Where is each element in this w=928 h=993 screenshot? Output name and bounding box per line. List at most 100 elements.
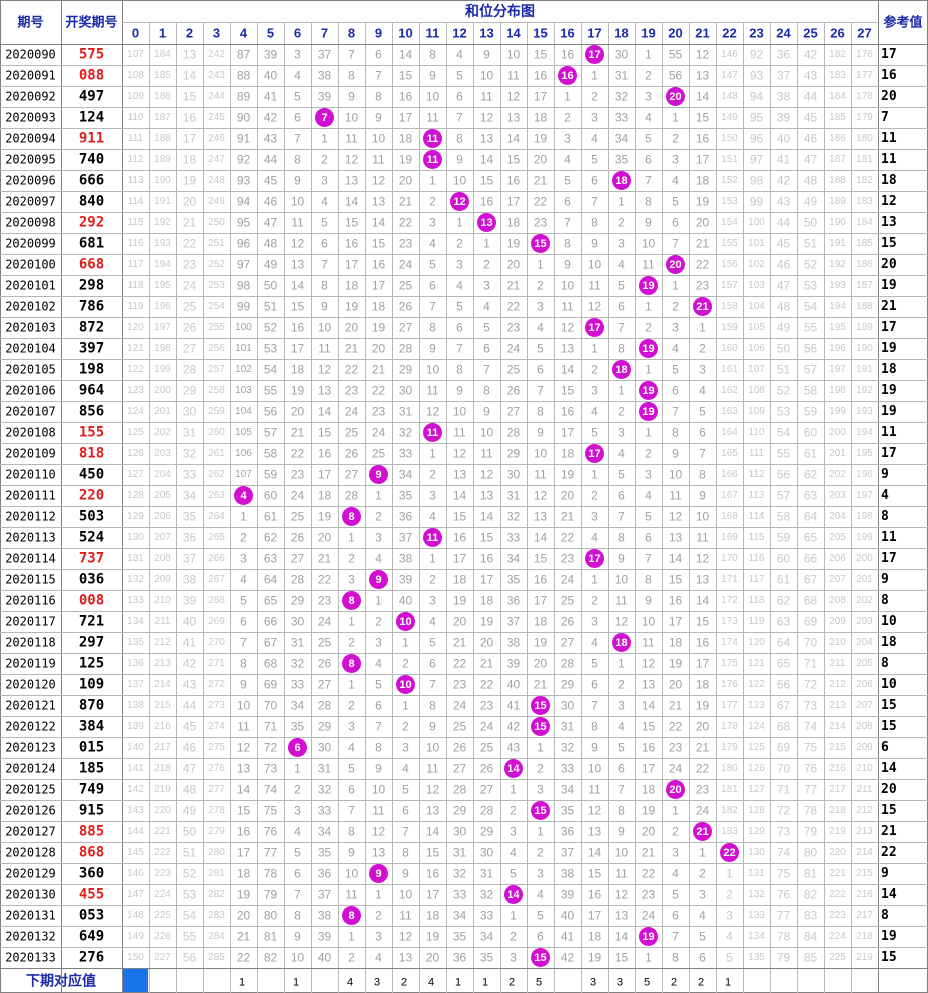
miss-count: 14	[291, 279, 305, 293]
footer-value-20: 2	[671, 977, 677, 989]
miss-count: 17	[291, 342, 305, 356]
miss-count: 20	[183, 195, 197, 209]
miss-count: 135	[127, 637, 144, 648]
miss-count: 98	[750, 174, 764, 188]
miss-count: 206	[856, 679, 873, 690]
miss-count: 55	[804, 321, 818, 335]
header-position-10: 10	[398, 26, 412, 41]
miss-count: 2	[348, 951, 355, 965]
miss-count: 20	[291, 405, 305, 419]
miss-count: 25	[507, 363, 521, 377]
miss-count: 127	[748, 784, 765, 795]
miss-count: 157	[721, 280, 738, 291]
miss-count: 19	[237, 888, 251, 902]
miss-count: 189	[829, 196, 846, 207]
miss-count: 94	[237, 195, 251, 209]
miss-count: 17	[561, 426, 575, 440]
miss-count: 23	[534, 216, 548, 230]
miss-count: 179	[856, 112, 873, 123]
footer-value-11: 4	[428, 977, 434, 989]
miss-count: 25	[399, 279, 413, 293]
miss-count: 33	[480, 909, 494, 923]
miss-count: 256	[208, 343, 225, 354]
hit-marker-value: 11	[427, 154, 439, 166]
miss-count: 8	[375, 741, 382, 755]
miss-count: 12	[453, 447, 467, 461]
miss-count: 34	[453, 909, 467, 923]
miss-count: 104	[235, 406, 252, 417]
miss-count: 11	[669, 489, 682, 503]
issue-number: 2020132	[5, 930, 56, 944]
miss-count: 1	[645, 363, 652, 377]
miss-count: 6	[429, 657, 436, 671]
miss-count: 8	[645, 195, 652, 209]
issue-number: 2020110	[5, 468, 56, 482]
miss-count: 12	[507, 90, 521, 104]
miss-count: 1	[429, 174, 436, 188]
draw-number: 872	[79, 320, 104, 336]
miss-count: 18	[696, 174, 710, 188]
miss-count: 148	[127, 910, 144, 921]
miss-count: 198	[154, 343, 171, 354]
miss-count: 192	[154, 217, 171, 228]
reference-value: 10	[881, 614, 897, 629]
hit-marker-value: 11	[427, 427, 439, 439]
miss-count: 5	[483, 321, 490, 335]
miss-count: 264	[208, 511, 225, 522]
miss-count: 72	[804, 678, 818, 692]
hit-marker	[342, 906, 361, 925]
miss-count: 8	[672, 951, 679, 965]
miss-count: 7	[402, 825, 409, 839]
reference-value: 8	[881, 509, 889, 524]
miss-count: 4	[483, 300, 490, 314]
miss-count: 21	[453, 636, 467, 650]
issue-number: 2020112	[5, 510, 56, 524]
miss-count: 10	[291, 195, 305, 209]
miss-count: 210	[154, 595, 171, 606]
hit-marker-value: 7	[321, 112, 327, 124]
issue-number: 2020117	[5, 615, 56, 629]
hit-marker	[666, 255, 685, 274]
miss-count: 57	[777, 489, 791, 503]
miss-count: 30	[291, 615, 305, 629]
miss-count: 51	[264, 300, 278, 314]
miss-count: 272	[208, 679, 225, 690]
reference-value: 4	[881, 488, 889, 503]
miss-count: 83	[804, 909, 818, 923]
miss-count: 3	[591, 111, 598, 125]
miss-count: 51	[804, 237, 818, 251]
header-position-25: 25	[803, 26, 817, 41]
header-position-8: 8	[348, 26, 355, 41]
miss-count: 174	[721, 637, 738, 648]
miss-count: 37	[561, 846, 575, 860]
miss-count: 15	[669, 573, 683, 587]
miss-count: 113	[128, 175, 144, 186]
miss-count: 55	[183, 930, 197, 944]
miss-count: 21	[372, 363, 386, 377]
miss-count: 17	[588, 909, 602, 923]
hit-marker-value: 17	[588, 49, 600, 61]
miss-count: 11	[480, 90, 493, 104]
miss-count: 37	[318, 888, 332, 902]
miss-count: 1	[429, 552, 436, 566]
miss-count: 2	[564, 111, 571, 125]
reference-value: 11	[881, 152, 897, 167]
miss-count: 21	[480, 657, 494, 671]
miss-count: 185	[856, 238, 873, 249]
miss-count: 1	[375, 888, 382, 902]
miss-count: 36	[561, 825, 575, 839]
miss-count: 195	[154, 280, 171, 291]
miss-count: 56	[777, 468, 791, 482]
miss-count: 154	[721, 217, 738, 228]
miss-count: 19	[534, 132, 548, 146]
miss-count: 206	[154, 511, 171, 522]
miss-count: 53	[264, 342, 278, 356]
miss-count: 13	[534, 510, 548, 524]
miss-count: 50	[183, 825, 197, 839]
miss-count: 33	[291, 678, 305, 692]
miss-count: 79	[777, 951, 791, 965]
miss-count: 204	[856, 637, 873, 648]
miss-count: 11	[615, 594, 628, 608]
miss-count: 1	[537, 741, 544, 755]
miss-count: 7	[429, 300, 436, 314]
